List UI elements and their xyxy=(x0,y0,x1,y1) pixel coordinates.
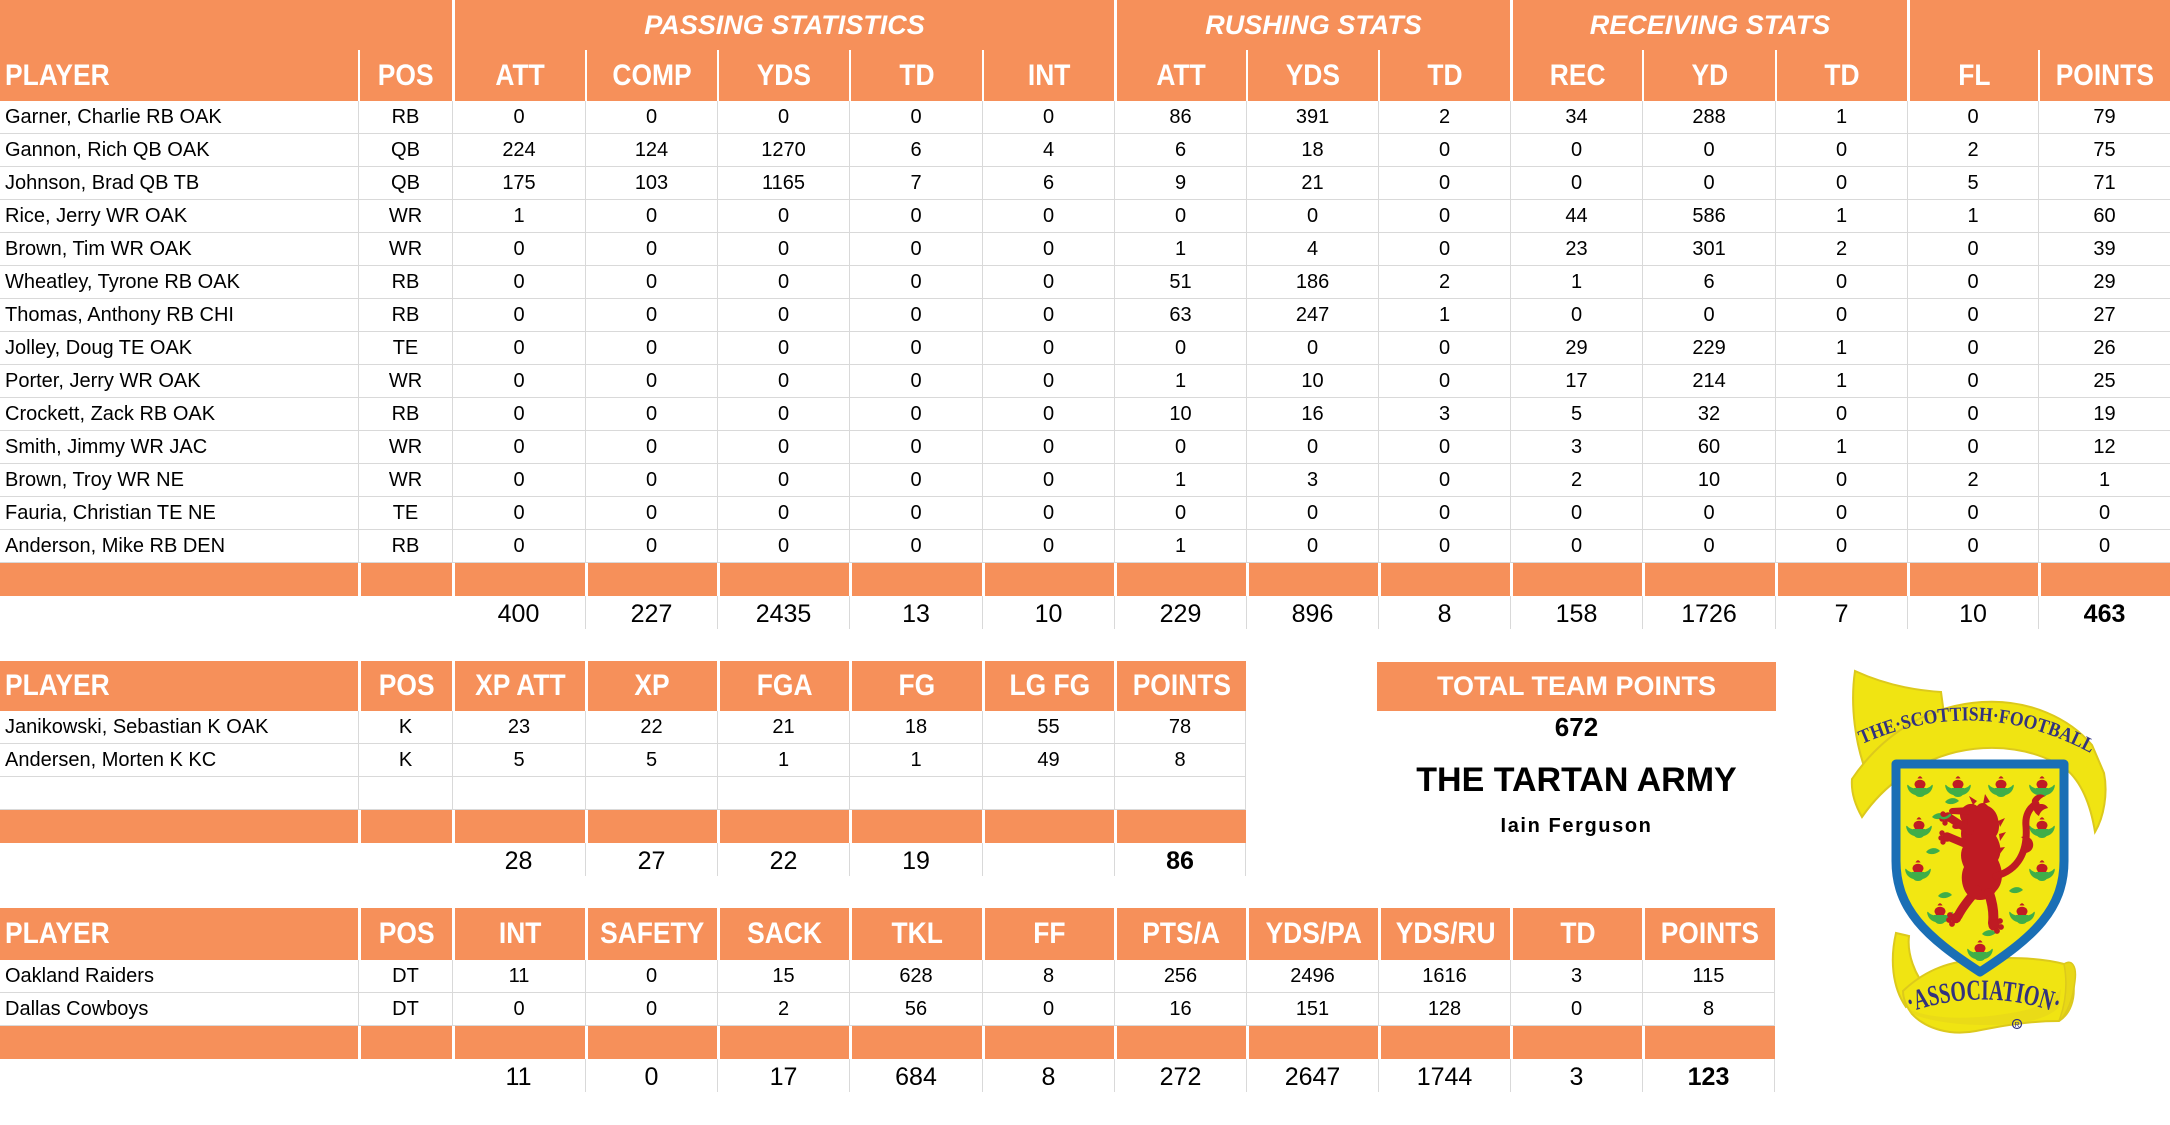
svg-text:R: R xyxy=(2014,1022,2019,1029)
